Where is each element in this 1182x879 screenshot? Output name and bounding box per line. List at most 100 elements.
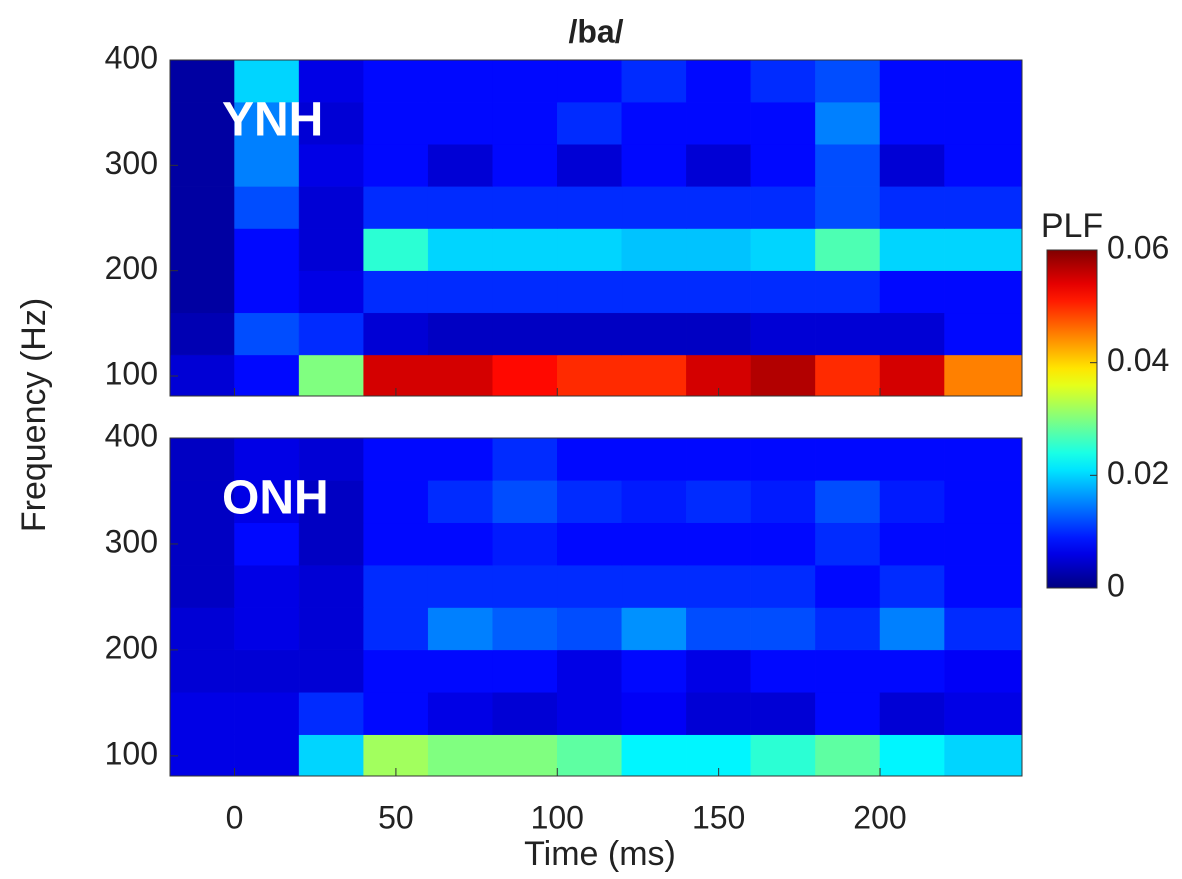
y-tick-label: 100	[105, 735, 158, 771]
heat-cell	[557, 312, 623, 356]
heat-cell	[298, 144, 364, 187]
heat-cell	[621, 354, 687, 397]
heat-cell	[169, 607, 235, 651]
heat-cell	[557, 270, 623, 314]
heat-cell	[815, 734, 881, 777]
heat-cell	[815, 522, 881, 566]
heat-cell	[557, 228, 623, 271]
heat-cell	[492, 649, 558, 693]
heat-cell	[815, 101, 881, 145]
heat-cell	[557, 59, 623, 103]
heat-cell	[298, 480, 364, 524]
heat-cell	[750, 692, 816, 735]
heat-cell	[363, 607, 429, 651]
heat-cell	[686, 270, 752, 314]
heat-cell	[363, 59, 429, 103]
heat-cell	[621, 270, 687, 314]
heat-cell	[169, 228, 235, 271]
heat-cell	[815, 186, 881, 229]
heat-cell	[169, 649, 235, 693]
panel-label: YNH	[222, 94, 323, 147]
heat-cell	[879, 522, 945, 566]
y-tick-label: 400	[105, 39, 158, 75]
heat-cell	[169, 480, 235, 524]
heat-cell	[234, 649, 300, 693]
heat-cell	[621, 144, 687, 187]
heat-cell	[621, 437, 687, 481]
heat-cell	[750, 354, 816, 397]
heat-cell	[621, 734, 687, 777]
colorbar-label: PLF	[1041, 207, 1103, 245]
heat-cell	[815, 564, 881, 608]
heat-cell	[298, 692, 364, 735]
heat-cell	[686, 564, 752, 608]
heat-cell	[944, 144, 1023, 187]
heat-cell	[686, 607, 752, 651]
heat-cell	[815, 692, 881, 735]
heat-cell	[427, 522, 493, 566]
heat-cell	[492, 312, 558, 356]
heat-cell	[363, 144, 429, 187]
heat-cell	[234, 437, 300, 481]
heat-cell	[557, 692, 623, 735]
panel	[169, 437, 1023, 777]
colorbar-tick-label: 0.02	[1107, 455, 1169, 491]
panel	[169, 59, 1023, 397]
heat-cell	[621, 186, 687, 229]
heat-cell	[234, 734, 300, 777]
heat-cell	[169, 692, 235, 735]
heat-cell	[879, 270, 945, 314]
heat-cell	[557, 354, 623, 397]
heat-cell	[169, 270, 235, 314]
heat-cell	[621, 228, 687, 271]
heat-cell	[944, 186, 1023, 229]
heat-cell	[169, 354, 235, 397]
heat-cell	[944, 354, 1023, 397]
x-axis-label: Time (ms)	[524, 835, 676, 873]
heat-cell	[492, 101, 558, 145]
heat-cell	[879, 564, 945, 608]
heat-cell	[427, 228, 493, 271]
heat-cell	[621, 480, 687, 524]
heat-cell	[621, 522, 687, 566]
heat-cell	[750, 228, 816, 271]
heat-cell	[686, 228, 752, 271]
heat-cell	[686, 649, 752, 693]
heat-cell	[169, 186, 235, 229]
heat-cell	[427, 312, 493, 356]
colorbar-tick-label: 0.06	[1107, 229, 1169, 265]
heat-cell	[879, 101, 945, 145]
heat-cell	[234, 564, 300, 608]
heat-cell	[879, 607, 945, 651]
heat-cell	[815, 144, 881, 187]
heat-cell	[492, 522, 558, 566]
heat-cell	[169, 522, 235, 566]
heat-cell	[169, 312, 235, 356]
heat-cell	[427, 437, 493, 481]
heat-cell	[363, 101, 429, 145]
heat-cell	[557, 734, 623, 777]
plot-frame	[169, 59, 1023, 397]
heat-cell	[686, 101, 752, 145]
heat-cell	[621, 564, 687, 608]
heat-cell	[234, 59, 300, 103]
heat-cell	[234, 186, 300, 229]
heat-cell	[298, 649, 364, 693]
heat-cell	[363, 437, 429, 481]
y-tick-label: 200	[105, 250, 158, 286]
heat-cell	[879, 649, 945, 693]
heat-cell	[686, 480, 752, 524]
heat-cell	[234, 270, 300, 314]
heat-cell	[557, 649, 623, 693]
heat-cell	[686, 59, 752, 103]
heat-cell	[169, 734, 235, 777]
heat-cell	[750, 144, 816, 187]
heat-cell	[879, 692, 945, 735]
heat-cell	[363, 522, 429, 566]
heat-cell	[815, 228, 881, 271]
y-tick-label: 200	[105, 629, 158, 665]
heat-cell	[879, 734, 945, 777]
heat-cell	[363, 692, 429, 735]
heat-cell	[427, 692, 493, 735]
heat-cell	[557, 101, 623, 145]
